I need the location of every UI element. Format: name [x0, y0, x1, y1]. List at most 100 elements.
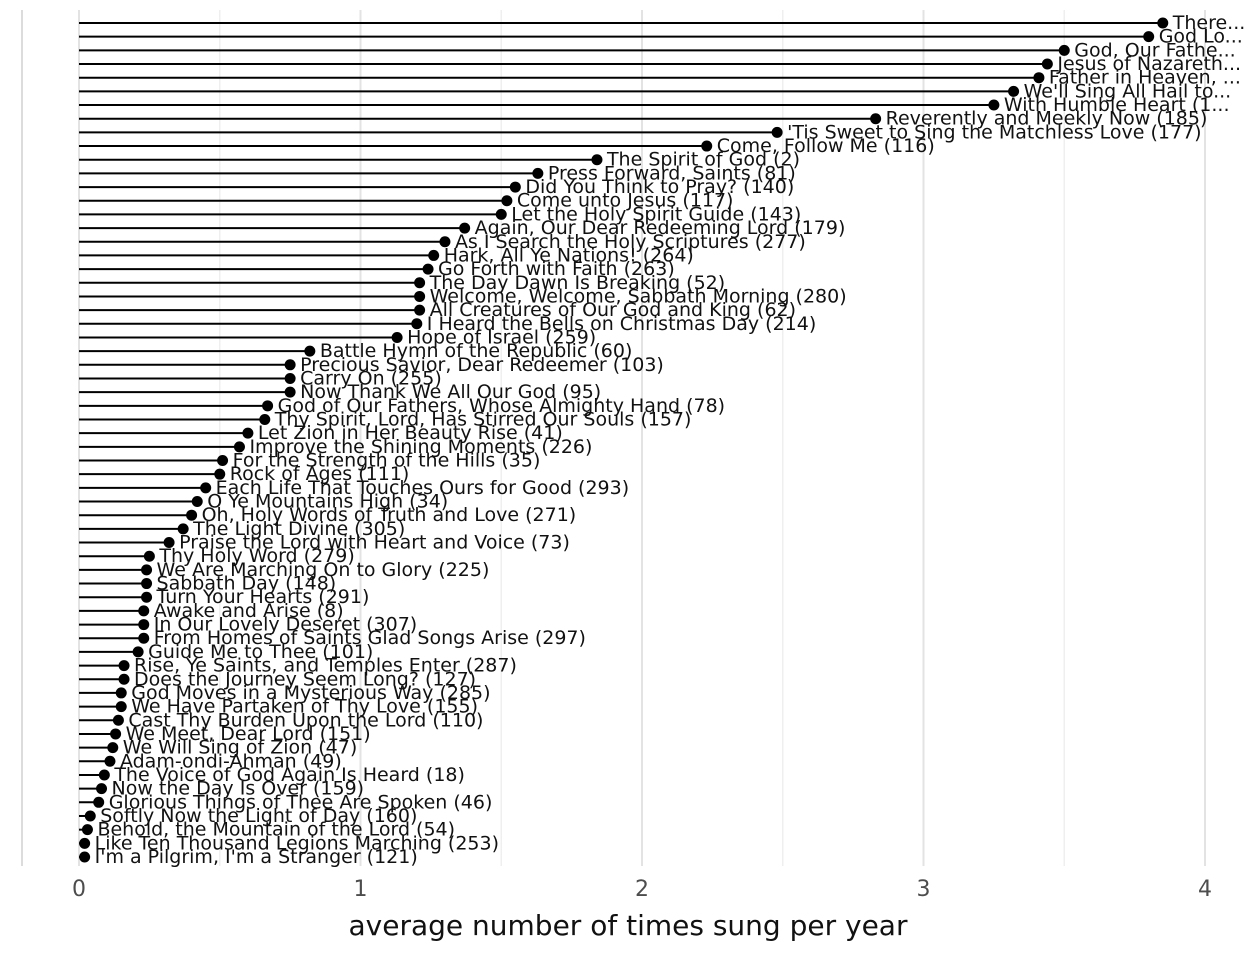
lollipop-point [414, 290, 426, 302]
lollipop-point [104, 755, 116, 767]
lollipop-point [118, 673, 130, 685]
hymn-label: From Homes of Saints Glad Songs Arise (2… [154, 627, 586, 649]
hymn-label: Thy Spirit, Lord, Has Stirred Our Souls … [274, 408, 692, 430]
hymn-label: Did You Think to Pray? (140) [525, 176, 794, 198]
lollipop-point [115, 687, 127, 699]
hymn-label: Awake and Arise (8) [154, 600, 344, 622]
hymn-label: As I Search the Holy Scriptures (277) [455, 231, 806, 253]
hymn-label: For the Strength of the Hills (35) [233, 450, 541, 472]
lollipop-point [81, 824, 93, 836]
x-tick-label: 4 [1198, 877, 1212, 902]
lollipop-point [107, 742, 119, 754]
hymn-label: Press Forward, Saints (81) [548, 162, 796, 184]
hymn-label: Oh, Holy Words of Truth and Love (271) [202, 504, 577, 526]
lollipop-point [118, 660, 130, 672]
lollipop-point [141, 564, 153, 576]
hymn-label: With Humble Heart (1... [1004, 94, 1230, 116]
hymn-label: Adam-ondi-Ahman (49) [120, 750, 342, 772]
lollipop-point [1157, 17, 1169, 29]
hymn-label: Let Zion in Her Beauty Rise (41) [258, 422, 563, 444]
hymn-label: O Ye Mountains High (34) [207, 491, 448, 513]
hymn-label: Father in Heaven, ... [1049, 67, 1241, 89]
hymn-label: Come, Follow Me (116) [717, 135, 935, 157]
lollipop-point [138, 619, 150, 631]
x-tick-label: 2 [635, 877, 649, 902]
lollipop-point [532, 167, 544, 179]
hymn-label: God Moves in a Mysterious Way (285) [131, 682, 490, 704]
hymn-label: Now the Day Is Over (159) [112, 778, 365, 800]
hymn-label: Does the Journey Seem Long? (127) [134, 668, 476, 690]
hymn-label: I'm a Pilgrim, I'm a Stranger (121) [95, 846, 418, 868]
hymn-label: Rock of Ages (111) [230, 463, 410, 485]
lollipop-point [284, 359, 296, 371]
hymn-label: Welcome, Welcome, Sabbath Morning (280) [430, 285, 847, 307]
lollipop-point [110, 728, 122, 740]
hymn-label: Guide Me to Thee (101) [148, 641, 373, 663]
hymn-label: Each Life That Touches Ours for Good (29… [216, 477, 629, 499]
hymn-label: The Day Dawn Is Breaking (52) [429, 272, 726, 294]
lollipop-point [96, 783, 108, 795]
lollipop-point [138, 605, 150, 617]
gridlines [78, 10, 1206, 866]
lollipop-point [143, 550, 155, 562]
lollipop-point [284, 372, 296, 384]
lollipop-point [1041, 58, 1053, 70]
hymn-label: Hope of Israel (259) [407, 326, 596, 348]
lollipop-point [217, 455, 229, 467]
lollipop-point [411, 318, 423, 330]
hymn-label: Precious Savior, Dear Redeemer (103) [300, 354, 664, 376]
hymn-label: We Are Marching On to Glory (225) [157, 559, 490, 581]
lollipop-point [422, 263, 434, 275]
hymn-label: Behold, the Mountain of the Lord (54) [97, 819, 455, 841]
lollipop-point [191, 496, 203, 508]
hymn-label: Like Ten Thousand Legions Marching (253) [95, 832, 499, 854]
hymn-label: Softly Now the Light of Day (160) [100, 805, 417, 827]
lollipop-point [1058, 44, 1070, 56]
hymn-label: We Meet, Dear Lord (151) [126, 723, 371, 745]
hymn-label: We Will Sing of Zion (47) [123, 737, 358, 759]
x-axis-title: average number of times sung per year [349, 909, 908, 942]
lollipop-point [501, 195, 513, 207]
lollipop-point [177, 523, 189, 535]
x-axis-ticks: 0 1 2 3 4 [72, 877, 1212, 902]
lollipop-point [214, 468, 226, 480]
hymn-label: We Have Partaken of Thy Love (155) [131, 696, 478, 718]
lollipop-point [771, 126, 783, 138]
hymn-label: Rise, Ye Saints, and Temples Enter (287) [134, 655, 517, 677]
hymn-label: The Voice of God Again Is Heard (18) [113, 764, 465, 786]
hymn-label: The Spirit of God (2) [606, 149, 800, 171]
lollipop-point [1143, 31, 1155, 43]
lollipop-point [115, 701, 127, 713]
lollipop-point [414, 304, 426, 316]
lollipop-point [141, 591, 153, 603]
lollipop-point [112, 714, 124, 726]
hymn-label: Turn Your Hearts (291) [156, 586, 370, 608]
hymn-label: Glorious Things of Thee Are Spoken (46) [109, 791, 493, 813]
lollipop-point [495, 208, 507, 220]
lollipop-point [1033, 72, 1045, 84]
lollipop-point [1008, 85, 1020, 97]
lollipop-point [284, 386, 296, 398]
lollipop-point [84, 810, 96, 822]
lollipop-point [591, 154, 603, 166]
hymn-label: Go Forth with Faith (263) [438, 258, 675, 280]
hymn-label: God of Our Fathers, Whose Almighty Hand … [278, 395, 726, 417]
x-tick-label: 3 [917, 877, 931, 902]
hymn-label: Hark, All Ye Nations! (264) [444, 244, 694, 266]
hymn-label: There... [1172, 12, 1246, 34]
hymn-label: Cast Thy Burden Upon the Lord (110) [128, 709, 483, 731]
hymn-label: Let the Holy Spirit Guide (143) [511, 203, 801, 225]
hymn-label: Carry On (255) [300, 367, 442, 389]
lollipop-point [242, 427, 254, 439]
chart-marks: There...God Lo...God, Our Fathe...Jesus … [79, 12, 1245, 868]
hymn-label: Again, Our Dear Redeeming Lord (179) [475, 217, 846, 239]
lollipop-point [428, 249, 440, 261]
lollipop-point [233, 441, 245, 453]
hymn-label: Jesus of Nazareth... [1056, 53, 1241, 75]
hymn-label: Improve the Shining Moments (226) [249, 436, 592, 458]
lollipop-point [509, 181, 521, 193]
lollipop-point [304, 345, 316, 357]
hymn-label: Come unto Jesus (117) [517, 190, 734, 212]
hymn-label: The Light Divine (305) [192, 518, 405, 540]
